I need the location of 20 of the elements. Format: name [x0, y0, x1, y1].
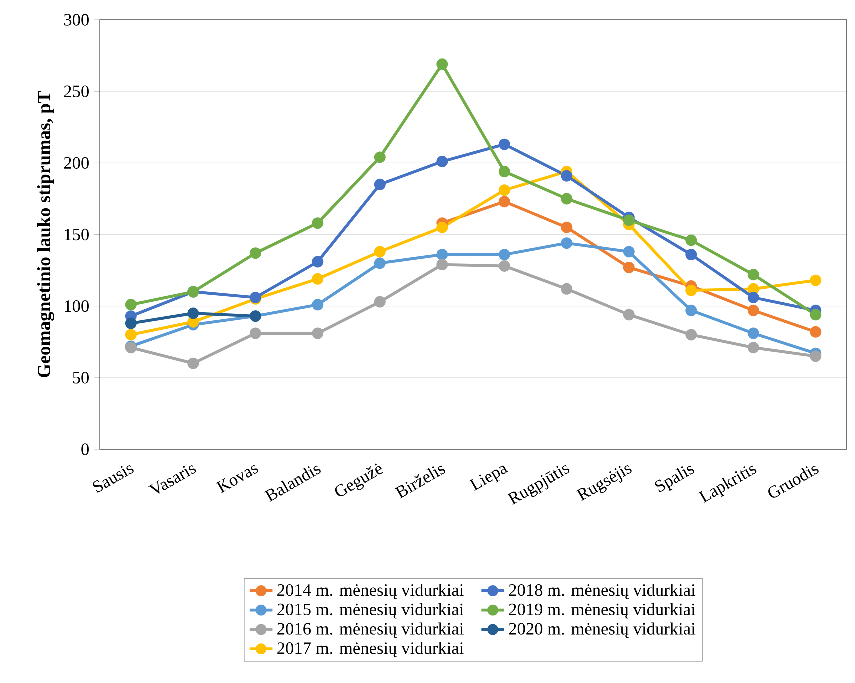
x-tick-label: Liepa	[469, 466, 508, 492]
x-tick-label: Sausis	[93, 465, 134, 493]
y-tick-label: 300	[64, 14, 89, 26]
legend-label: 2020 m. mėnesių vidurkiai	[509, 622, 696, 638]
legend-label: 2015 m. mėnesių vidurkiai	[278, 603, 464, 619]
x-tick-label: Vasaris	[148, 465, 196, 494]
y-tick-label: 150	[65, 228, 89, 241]
y-axis-title: Geomagnetinio lauko stiprumas, pT	[37, 91, 54, 378]
legend-label: 2019 m. mėnesių vidurkiai	[509, 603, 696, 619]
x-tick-label: Kovas	[216, 465, 258, 494]
legend-label: 2016 m. mėnesių vidurkiai	[278, 622, 464, 638]
y-tick-label: 0	[82, 444, 89, 456]
y-tick-label: 50	[73, 372, 89, 384]
y-tick-label: 200	[64, 157, 89, 170]
y-tick-label: 250	[64, 86, 89, 98]
legend-label: 2018 m. mėnesių vidurkiai	[509, 584, 696, 600]
legend-label: 2017 m. mėnesių vidurkiai	[278, 642, 464, 658]
legend-label: 2014 m. mėnesių vidurkiai	[278, 584, 464, 600]
x-tick-label: Spalis	[655, 466, 694, 492]
y-tick-label: 100	[65, 300, 89, 312]
